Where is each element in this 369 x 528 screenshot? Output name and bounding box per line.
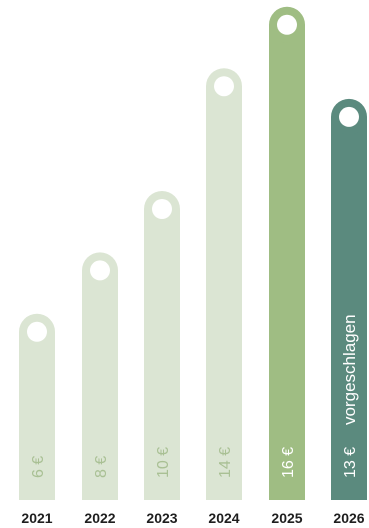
bar-marker-dot-2025 [277, 14, 297, 35]
bar-2023 [144, 209, 180, 500]
bar-2024 [206, 86, 242, 500]
x-tick-label-2021: 2021 [21, 510, 52, 526]
bar-2022 [82, 270, 118, 500]
bar-2021 [19, 331, 55, 500]
annotation-label-2026: vorgeschlagen [340, 314, 359, 425]
x-tick-label-2026: 2026 [333, 510, 364, 526]
bar-marker-dot-2023 [152, 199, 172, 219]
x-tick-label-2025: 2025 [271, 510, 302, 526]
bar-marker-dot-2022 [90, 260, 110, 281]
bars-group: 6 € 8 € 10 € 14 € 16 € 13 € vorgeschlagen [19, 6, 367, 501]
data-label-2025: 16 € [280, 447, 297, 478]
x-tick-label-2022: 2022 [84, 510, 115, 526]
data-label-2024: 14 € [217, 447, 234, 478]
bar-marker-dot-2021 [27, 321, 47, 342]
x-axis-labels: 2021 2022 2023 2024 2025 2026 [21, 510, 364, 526]
data-label-2023: 10 € [155, 447, 172, 478]
bar-2025 [269, 24, 305, 501]
bar-marker-dot-2026 [339, 106, 359, 127]
x-tick-label-2024: 2024 [208, 510, 239, 526]
data-label-2022: 8 € [93, 456, 110, 478]
bar-marker-dot-2024 [214, 76, 234, 97]
x-tick-label-2023: 2023 [146, 510, 177, 526]
data-label-2021: 6 € [30, 456, 47, 478]
bar-2026 [331, 116, 367, 501]
data-label-2026: 13 € [342, 447, 359, 478]
